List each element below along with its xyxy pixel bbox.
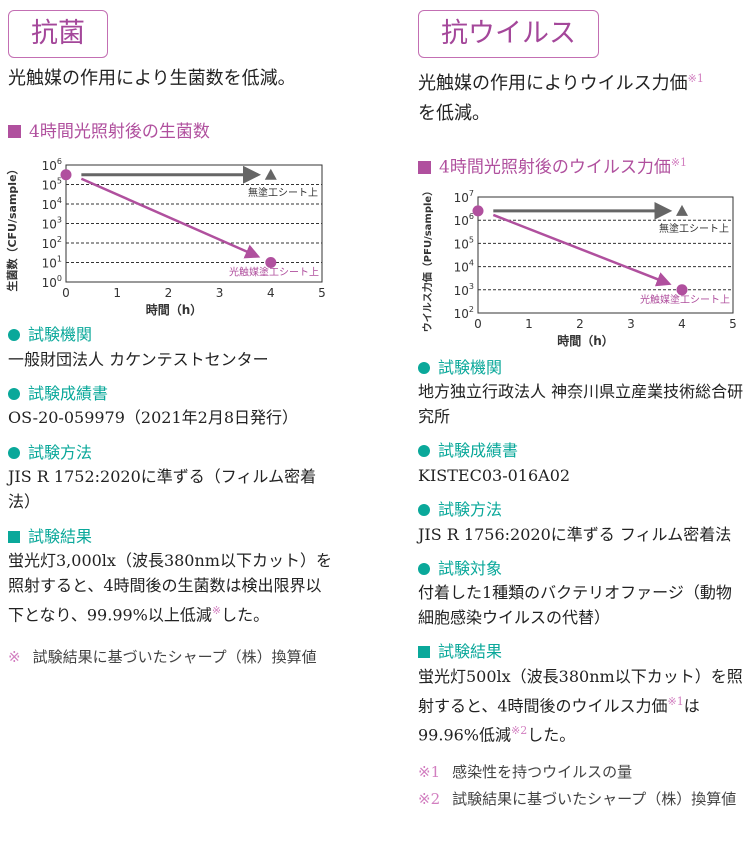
x-tick-label: 4: [267, 286, 275, 300]
y-tick-label: 103: [42, 216, 62, 232]
section-text: 地方独立行政法人 神奈川県立産業技術総合研究所: [418, 382, 744, 426]
virus-chart: 102 103 104 105 106 107 0 1 2 3 4 5 時間（h） ウイルス力価（PFU/…: [421, 186, 737, 348]
section-heading: 試験成績書: [8, 381, 338, 406]
y-tick-label: 104: [454, 259, 474, 275]
x-tick-label: 0: [474, 317, 482, 331]
dot-icon: [418, 445, 430, 457]
treated-arrow: [80, 177, 261, 259]
footnote: ※2 試験結果に基づいたシャープ（株）換算値: [418, 790, 737, 808]
square-bullet-icon: [418, 646, 430, 658]
section-text: JIS R 1756:2020に準ずる フィルム密着法: [418, 525, 732, 544]
series-label-treated: 光触媒塗工シート上: [229, 266, 319, 279]
dot-icon: [418, 362, 430, 374]
dot-icon: [8, 388, 20, 400]
section-heading: 試験機関: [418, 355, 748, 380]
x-tick-label: 5: [318, 286, 326, 300]
section-heading: 試験方法: [8, 440, 338, 465]
treated-arrow: [492, 213, 672, 287]
treated-start-point: [472, 205, 484, 217]
x-tick-label: 3: [216, 286, 224, 300]
series-label-untreated: 無塗工シート上: [659, 222, 729, 235]
treated-end-point: [676, 284, 688, 296]
antibacterial-title: 抗菌: [8, 10, 108, 58]
y-tick-label: 105: [454, 235, 474, 251]
x-tick-label: 2: [576, 317, 584, 331]
untreated-triangle-marker: [676, 204, 688, 216]
x-tick-label: 4: [678, 317, 686, 331]
lead-text: 光触媒の作用により生菌数を低減。: [8, 68, 296, 89]
dot-icon: [418, 504, 430, 516]
y-tick-label: 102: [454, 305, 474, 321]
section-text: JIS R 1752:2020に準ずる（フィルム密着法）: [8, 467, 317, 511]
y-tick-label: 104: [42, 196, 62, 212]
x-axis-label: 時間（h）: [557, 333, 614, 348]
untreated-triangle-marker: [264, 168, 277, 180]
chart-heading: 4時間光照射後のウイルス力価※1: [418, 150, 748, 181]
x-axis-label: 時間（h）: [146, 302, 203, 317]
plot-frame: [65, 164, 323, 283]
result-heading: 試験結果: [8, 524, 338, 549]
x-tick-label: 0: [62, 286, 70, 300]
treated-start-point: [60, 169, 72, 181]
dot-icon: [8, 447, 20, 459]
antiviral-title: 抗ウイルス: [418, 10, 599, 58]
dot-icon: [8, 329, 20, 341]
x-tick-label: 5: [729, 317, 737, 331]
result-text: 蛍光灯500lx（波長380nm以下カット）を照射すると、4時間後のウイルス力価…: [418, 667, 743, 745]
y-axis-label: ウイルス力価（PFU/sample）: [421, 186, 434, 332]
series-label-untreated: 無塗工シート上: [248, 186, 318, 199]
y-tick-label: 103: [454, 282, 474, 298]
x-tick-label: 1: [525, 317, 533, 331]
y-tick-label: 106: [454, 212, 474, 228]
plot-frame: [477, 196, 734, 314]
series-label-treated: 光触媒塗工シート上: [640, 293, 730, 306]
x-tick-label: 3: [627, 317, 635, 331]
y-tick-label: 106: [42, 157, 62, 173]
x-tick-label: 2: [165, 286, 173, 300]
section-heading: 試験成績書: [418, 438, 748, 463]
section-text: KISTEC03-016A02: [418, 466, 571, 485]
y-axis-label: 生菌数（CFU/sample）: [5, 163, 19, 291]
lead-text: 光触媒の作用によりウイルス力価※1 を低減。: [418, 72, 704, 124]
square-bullet-icon: [8, 531, 20, 543]
section-heading: 試験機関: [8, 322, 338, 347]
square-bullet-icon: [8, 125, 21, 138]
dot-icon: [418, 563, 430, 575]
section-text: OS-20-059979（2021年2月8日発行）: [8, 408, 298, 427]
footnote: ※1 感染性を持つウイルスの量: [418, 763, 633, 781]
y-tick-label: 101: [42, 255, 62, 271]
treated-end-point: [265, 257, 277, 268]
result-text: 蛍光灯3,000lx（波長380nm以下カット）を照射すると、4時間後の生菌数は…: [8, 551, 332, 625]
x-tick-label: 1: [113, 286, 121, 300]
section-heading: 試験対象: [418, 556, 748, 581]
section-text: 付着した1種類のバクテリオファージ（動物細胞感染ウイルスの代替）: [418, 583, 732, 627]
y-tick-label: 100: [42, 274, 62, 290]
section-text: 一般財団法人 カケンテストセンター: [8, 350, 269, 369]
bacteria-chart: 100 101 102 103 104 105 106 0 1 2 3 4 5 時間（h） 生菌数（CFU/…: [5, 157, 326, 317]
y-tick-label: 102: [42, 235, 62, 251]
y-tick-label: 107: [454, 189, 474, 205]
footnote: ※ 試験結果に基づいたシャープ（株）換算値: [8, 648, 317, 666]
result-heading: 試験結果: [418, 639, 748, 664]
chart-heading: 4時間光照射後の生菌数: [8, 120, 338, 145]
square-bullet-icon: [418, 160, 431, 174]
y-tick-label: 105: [42, 177, 62, 193]
section-heading: 試験方法: [418, 497, 748, 522]
